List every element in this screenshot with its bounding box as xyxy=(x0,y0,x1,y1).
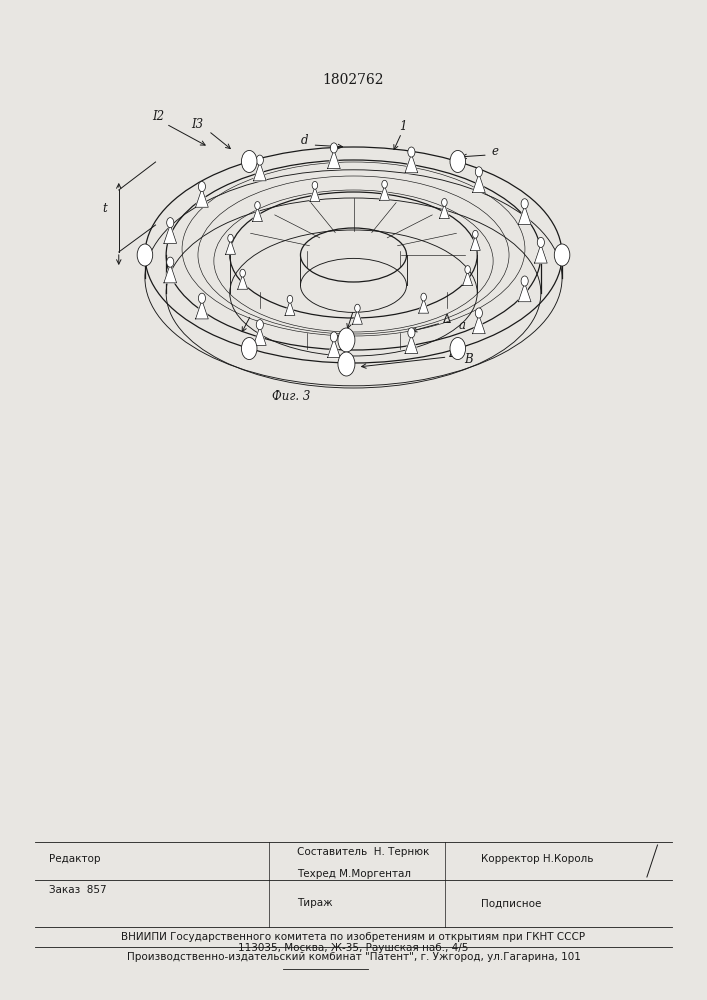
Circle shape xyxy=(256,155,264,165)
Polygon shape xyxy=(534,244,547,263)
Polygon shape xyxy=(164,264,177,283)
Circle shape xyxy=(521,199,528,209)
Circle shape xyxy=(240,269,245,277)
Circle shape xyxy=(472,230,478,238)
Circle shape xyxy=(256,320,264,330)
Text: Техред М.Моргентал: Техред М.Моргентал xyxy=(297,869,411,879)
Text: I2: I2 xyxy=(152,110,164,123)
Polygon shape xyxy=(472,174,485,193)
Text: t: t xyxy=(103,202,107,215)
Circle shape xyxy=(167,257,174,267)
Polygon shape xyxy=(285,301,295,315)
Circle shape xyxy=(521,276,528,286)
Polygon shape xyxy=(196,300,209,319)
Text: Δ: Δ xyxy=(449,347,457,360)
Circle shape xyxy=(228,234,233,242)
Polygon shape xyxy=(327,339,340,358)
Circle shape xyxy=(382,180,387,188)
Text: Тираж: Тираж xyxy=(297,898,332,908)
Polygon shape xyxy=(405,154,418,173)
Circle shape xyxy=(464,266,470,273)
Circle shape xyxy=(450,150,465,172)
Polygon shape xyxy=(518,206,531,224)
Circle shape xyxy=(241,338,257,360)
Text: B: B xyxy=(464,353,473,366)
Text: Корректор Н.Король: Корректор Н.Король xyxy=(481,854,593,864)
Text: Производственно-издательский комбинат "Патент", г. Ужгород, ул.Гагарина, 101: Производственно-издательский комбинат "П… xyxy=(127,952,580,962)
Polygon shape xyxy=(462,271,472,286)
Polygon shape xyxy=(164,224,177,243)
Polygon shape xyxy=(196,188,209,207)
Text: Редактор: Редактор xyxy=(49,854,101,864)
Text: a: a xyxy=(458,319,465,332)
Text: 1: 1 xyxy=(399,120,407,133)
Circle shape xyxy=(475,167,482,177)
Circle shape xyxy=(450,338,465,360)
Circle shape xyxy=(330,332,337,342)
Circle shape xyxy=(199,182,206,192)
Polygon shape xyxy=(518,283,531,302)
Polygon shape xyxy=(419,298,428,313)
Text: I3: I3 xyxy=(191,118,203,131)
Polygon shape xyxy=(252,207,262,222)
Polygon shape xyxy=(440,204,450,219)
Polygon shape xyxy=(327,150,340,169)
Circle shape xyxy=(475,308,482,318)
Text: Составитель  Н. Тернюк: Составитель Н. Тернюк xyxy=(297,847,429,857)
Polygon shape xyxy=(353,310,363,324)
Polygon shape xyxy=(472,315,485,334)
Circle shape xyxy=(421,293,426,301)
Text: Фиг. 3: Фиг. 3 xyxy=(272,390,310,403)
Text: Подписное: Подписное xyxy=(481,898,541,908)
Circle shape xyxy=(408,328,415,338)
Circle shape xyxy=(287,295,293,303)
Polygon shape xyxy=(310,187,320,201)
Polygon shape xyxy=(226,240,235,254)
Circle shape xyxy=(537,237,544,247)
Circle shape xyxy=(199,293,206,303)
Circle shape xyxy=(554,244,570,266)
Circle shape xyxy=(408,147,415,157)
Text: 113035, Москва, Ж-35, Раушская наб., 4/5: 113035, Москва, Ж-35, Раушская наб., 4/5 xyxy=(238,943,469,953)
Circle shape xyxy=(338,352,355,376)
Text: ВНИИПИ Государственного комитета по изобретениям и открытиям при ГКНТ СССР: ВНИИПИ Государственного комитета по изоб… xyxy=(122,932,585,942)
Polygon shape xyxy=(254,162,267,181)
Text: 1802762: 1802762 xyxy=(323,73,384,87)
Polygon shape xyxy=(253,326,266,345)
Circle shape xyxy=(330,143,337,153)
Circle shape xyxy=(338,328,355,352)
Polygon shape xyxy=(470,236,480,250)
Polygon shape xyxy=(238,275,247,289)
Circle shape xyxy=(442,199,447,206)
Text: Заказ  857: Заказ 857 xyxy=(49,885,107,895)
Circle shape xyxy=(312,181,317,189)
Polygon shape xyxy=(380,186,390,200)
Circle shape xyxy=(167,218,174,228)
Circle shape xyxy=(355,304,360,312)
Polygon shape xyxy=(405,335,418,353)
Circle shape xyxy=(137,244,153,266)
Text: d: d xyxy=(300,134,308,147)
Circle shape xyxy=(242,150,257,172)
Text: Δ: Δ xyxy=(443,313,450,326)
Text: e: e xyxy=(491,145,498,158)
Circle shape xyxy=(255,202,260,209)
